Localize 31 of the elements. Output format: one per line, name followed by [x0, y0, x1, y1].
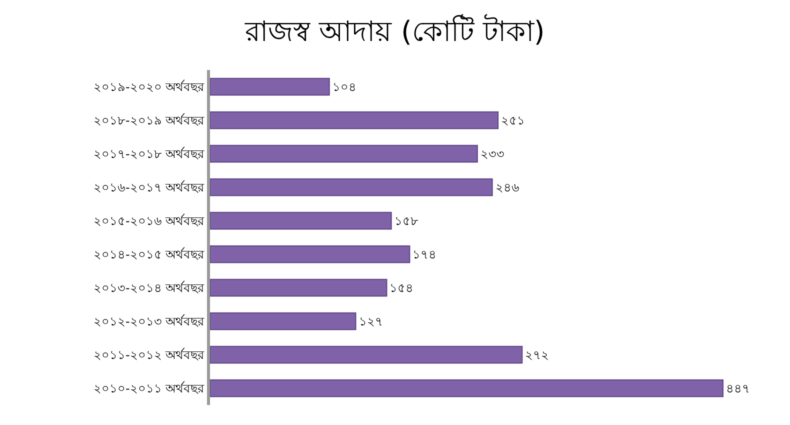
bar: [210, 78, 330, 96]
bar: [210, 312, 356, 330]
y-tick-label: ২০১৮-২০১৯ অর্থবছর: [93, 113, 205, 128]
bar: [210, 245, 410, 264]
data-label: ২৩৩: [480, 146, 504, 161]
y-tick-label: ২০১৭-২০১৮ অর্থবছর: [93, 146, 205, 161]
bar: [210, 144, 478, 163]
y-tick-label: ২০১৬-২০১৭ অর্থবছর: [93, 180, 205, 194]
y-tick-label: ২০১৫-২০১৬ অর্থবছর: [93, 214, 205, 228]
data-label: ১৭৪: [412, 247, 437, 262]
y-tick-label: ২০১২-২০১৩ অর্থবছর: [93, 314, 205, 328]
data-label: ১৫৮: [394, 214, 418, 228]
data-label: ২৫১: [501, 113, 526, 128]
bar: [210, 278, 388, 297]
bar: [210, 178, 493, 196]
chart-title: রাজস্ব আদায় (কোটি টাকা): [244, 14, 545, 48]
data-label: ১০৪: [332, 80, 356, 94]
y-tick-label: ২০১৩-২০১৪ অর্থবছর: [93, 280, 205, 295]
data-label: ১২৭: [358, 314, 383, 328]
y-tick-label: ২০১৪-২০১৫ অর্থবছর: [93, 247, 205, 262]
y-tick-label: ২০১০-২০১১ অর্থবছর: [93, 381, 205, 396]
data-label: ২৭২: [525, 348, 550, 362]
bar: [210, 212, 392, 230]
data-label: ৪৪৭: [726, 381, 750, 396]
bar: [210, 379, 724, 398]
bar: [210, 111, 499, 130]
y-tick-label: ২০১৯-২০২০ অর্থবছর: [93, 80, 205, 94]
bar: [210, 346, 523, 364]
data-label: ১৫৪: [390, 280, 414, 295]
y-tick-label: ২০১১-২০১২ অর্থবছর: [93, 348, 205, 362]
data-label: ২৪৬: [495, 180, 520, 194]
